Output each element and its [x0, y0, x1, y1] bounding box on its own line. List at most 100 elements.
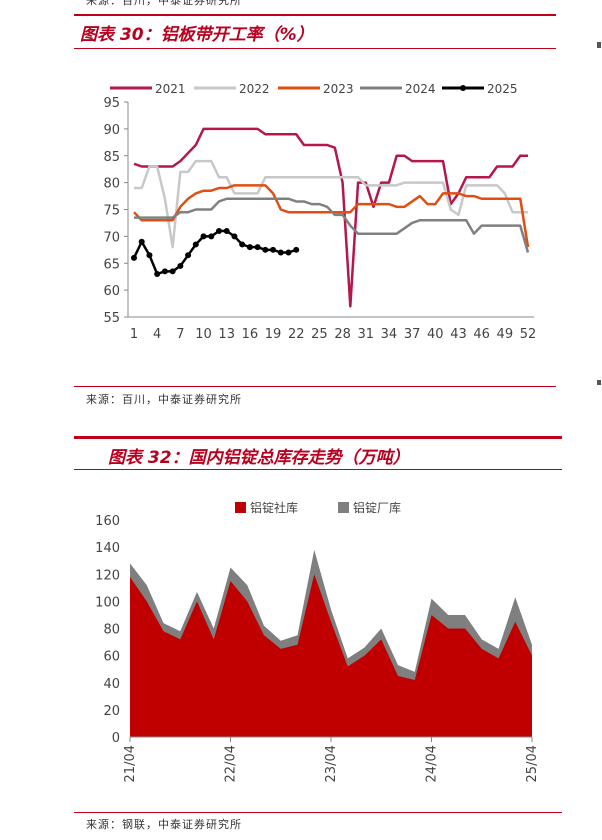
data-point-2025 — [239, 241, 246, 248]
legend-label: 2022 — [239, 82, 270, 96]
legend-swatch — [235, 502, 246, 513]
series-line-2021 — [133, 127, 528, 308]
legend-marker — [460, 85, 466, 91]
legend-label: 2021 — [155, 82, 186, 96]
y-tick-label: 20 — [103, 704, 120, 719]
y-tick-label: 80 — [103, 177, 120, 192]
series-line-2023 — [133, 184, 530, 248]
fig32-top-divider — [74, 436, 562, 439]
x-tick-label: 23/04 — [324, 745, 339, 782]
x-tick-label: 21/04 — [123, 745, 138, 782]
legend-item-2023: 2023 — [278, 82, 354, 96]
legend-label: 铝锭社库 — [250, 500, 298, 515]
y-tick-label: 85 — [103, 150, 120, 165]
data-point-2025 — [277, 249, 284, 256]
legend-label: 铝锭厂库 — [353, 500, 401, 515]
data-point-2025 — [270, 246, 277, 253]
y-tick-label: 95 — [103, 96, 120, 111]
series-line-2024 — [134, 197, 530, 253]
x-tick-label: 52 — [520, 327, 537, 342]
series-line-2022 — [134, 159, 528, 249]
legend-swatch — [338, 502, 349, 513]
y-tick-label: 75 — [103, 204, 120, 219]
x-tick-label: 13 — [218, 327, 235, 342]
fig30-source-divider — [74, 386, 556, 387]
x-tick-label: 31 — [357, 327, 374, 342]
data-point-2025 — [208, 233, 215, 240]
x-tick-label: 16 — [242, 327, 259, 342]
fig30-line-chart: 55 60 65 70 75 80 85 90 95 1 4 7 10 13 16 19 22 25 28 31 34 3… — [103, 82, 537, 342]
x-tick-label: 22 — [288, 327, 305, 342]
y-tick-label: 80 — [103, 623, 120, 638]
data-point-2025 — [262, 246, 269, 253]
fig32-title: 图表 32：国内铝锭总库存走势（万吨） — [108, 448, 410, 468]
data-point-2025 — [138, 238, 145, 245]
fig30-title-underline — [74, 48, 556, 49]
y-tick-label: 40 — [103, 677, 120, 692]
series-line-2025 — [132, 229, 297, 276]
x-tick-label: 25/04 — [525, 745, 540, 782]
data-point-2025 — [231, 233, 238, 240]
y-tick-label: 120 — [95, 568, 120, 583]
legend-item-2024: 2024 — [360, 82, 436, 96]
legend-item-铝锭厂库: 铝锭厂库 — [338, 500, 401, 515]
data-point-2025 — [185, 252, 192, 259]
x-tick-label: 40 — [427, 327, 444, 342]
x-tick-label: 19 — [265, 327, 282, 342]
data-point-2025 — [200, 233, 207, 240]
data-point-2025 — [192, 241, 199, 248]
data-point-2025 — [246, 244, 253, 251]
x-tick-label: 1 — [130, 327, 138, 342]
legend-item-2022: 2022 — [194, 82, 270, 96]
legend-item-2025: 2025 — [442, 82, 518, 96]
data-point-2025 — [177, 262, 184, 269]
fig32-title-underline — [74, 469, 562, 470]
data-point-2025 — [254, 244, 261, 251]
x-tick-label: 7 — [176, 327, 184, 342]
data-point-2025 — [146, 252, 153, 259]
y-tick-label: 60 — [103, 284, 120, 299]
x-tick-label: 4 — [153, 327, 161, 342]
y-tick-label: 140 — [95, 541, 120, 556]
data-point-2025 — [169, 268, 176, 275]
data-point-2025 — [131, 254, 137, 261]
data-point-2025 — [285, 249, 292, 256]
fig32-source-text: 来源：钢联，中泰证券研究所 — [86, 818, 242, 831]
x-tick-label: 24/04 — [425, 745, 440, 782]
data-point-2025 — [161, 268, 168, 275]
side-mark-top — [597, 42, 601, 48]
y-tick-label: 90 — [103, 123, 120, 138]
top-divider — [74, 14, 556, 16]
x-tick-label: 28 — [334, 327, 351, 342]
fig32-source-divider — [74, 812, 562, 813]
y-tick-label: 65 — [103, 257, 120, 272]
fig30-title: 图表 30：铝板带开工率（%） — [80, 25, 314, 45]
legend-item-铝锭社库: 铝锭社库 — [235, 500, 298, 515]
data-point-2025 — [293, 246, 300, 253]
x-tick-label: 22/04 — [224, 745, 239, 782]
legend-label: 2024 — [405, 82, 436, 96]
x-tick-label: 43 — [450, 327, 467, 342]
top-source-text: 来源：百川，中泰证券研究所 — [86, 0, 242, 7]
x-tick-label: 34 — [381, 327, 398, 342]
y-tick-label: 55 — [103, 311, 120, 326]
fig32-area-chart: 铝锭社库 铝锭厂库 0 20 40 60 80 100 120 140 160 21/04 22/04 2… — [95, 500, 540, 782]
y-tick-label: 100 — [95, 595, 120, 610]
y-tick-label: 160 — [95, 514, 120, 529]
side-mark-mid — [597, 380, 601, 385]
legend-label: 2025 — [487, 82, 518, 96]
y-tick-label: 60 — [103, 650, 120, 665]
x-tick-label: 37 — [404, 327, 421, 342]
y-tick-label: 70 — [103, 230, 120, 245]
data-point-2025 — [223, 228, 230, 234]
legend-item-2021: 2021 — [110, 82, 186, 96]
x-tick-label: 25 — [311, 327, 328, 342]
legend-label: 2023 — [323, 82, 354, 96]
area-铝锭社库 — [130, 574, 532, 737]
fig30-source-text: 来源：百川，中泰证券研究所 — [86, 393, 242, 406]
x-tick-label: 10 — [195, 327, 212, 342]
y-tick-label: 0 — [112, 731, 120, 746]
data-point-2025 — [215, 228, 222, 234]
x-tick-label: 46 — [473, 327, 490, 342]
x-tick-label: 49 — [497, 327, 514, 342]
